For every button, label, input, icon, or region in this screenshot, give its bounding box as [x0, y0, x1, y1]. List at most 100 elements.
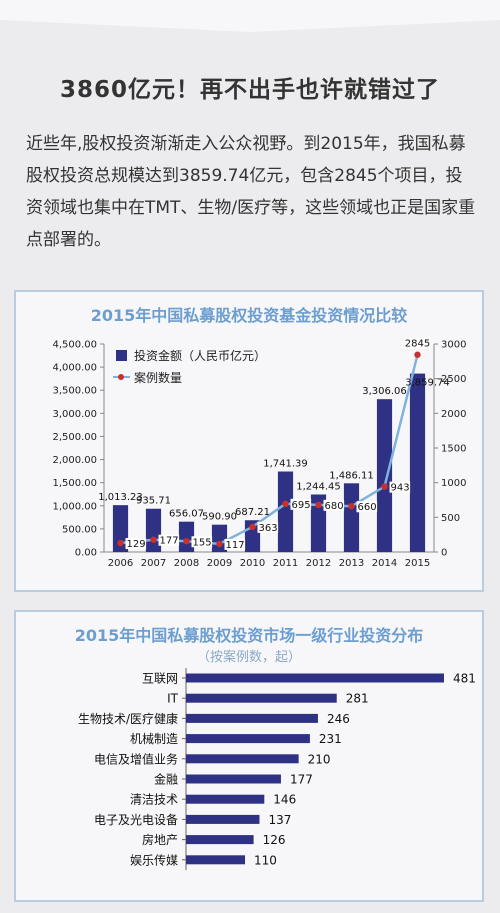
case-count-point-2006: [117, 539, 124, 547]
left-tick-label: 2,500.00: [52, 432, 97, 443]
case-count-point-2014: [381, 483, 388, 490]
industry-value-label: 137: [268, 813, 291, 827]
intro-paragraph: 近些年,股权投资渐渐走入公众视野。到2015年，我国私募股权投资总规模达到385…: [26, 128, 476, 256]
line-value-label: 117: [226, 540, 245, 551]
case-count-point-2011: [282, 500, 289, 508]
intro-text: 近些年,股权投资渐渐走入公众视野。到2015年，我国私募股权投资总规模达到385…: [26, 134, 476, 250]
legend-bar-swatch: [116, 350, 127, 361]
category-label: 电子及光电设备: [94, 813, 178, 827]
category-label: 生物技术/医疗健康: [78, 711, 178, 726]
chart2-title: 2015年中国私募股权投资市场一级行业投资分布: [74, 626, 424, 645]
bar-value-label: 1,486.11: [329, 470, 374, 481]
bar-2006: [112, 505, 129, 552]
category-label: 电信及增值业务: [94, 751, 178, 766]
line-label-bg: [389, 481, 411, 493]
legend-line-marker: [118, 374, 124, 380]
industry-value-label: 210: [308, 752, 331, 766]
line-label-bg: [191, 536, 213, 548]
bar-value-label: 590.90: [202, 512, 237, 523]
industry-bar-6: [186, 774, 281, 784]
bar-2011: [277, 471, 294, 552]
bar-value-label: 656.07: [169, 509, 204, 520]
industry-value-label: 481: [453, 672, 476, 686]
line-label-bg: [257, 521, 279, 533]
category-label: 机械制造: [130, 731, 178, 746]
line-label-bg: [224, 538, 246, 550]
right-tick-label: 2000: [441, 409, 466, 420]
left-tick-label: 3,000.00: [52, 409, 97, 420]
x-tick-label: 2015: [405, 558, 430, 569]
industry-bar-1: [186, 673, 444, 683]
chart1-title: 2015年中国私募股权投资基金投资情况比较: [90, 306, 408, 325]
industry-bar-7: [186, 794, 265, 804]
x-tick-label: 2010: [240, 558, 265, 569]
case-count-point-2013: [348, 503, 355, 510]
industry-bar-8: [186, 814, 260, 824]
industry-value-label: 146: [273, 793, 296, 807]
category-label: 娱乐传媒: [130, 852, 178, 867]
bar-2012: [310, 494, 327, 552]
industry-distribution-panel: 2015年中国私募股权投资市场一级行业投资分布 （按案例数，起） 互联网 481 I…: [14, 610, 484, 902]
industry-bar-10: [186, 855, 246, 865]
line-label-bg: [290, 498, 312, 510]
industry-value-label: 177: [290, 773, 313, 787]
left-tick-label: 4,000.00: [52, 363, 97, 374]
bar-value-label: 935.71: [136, 496, 171, 507]
line-label-bg: [125, 538, 147, 550]
bar-2009: [211, 524, 228, 552]
line-value-label: 695: [292, 500, 311, 511]
line-label-bg: [356, 501, 378, 513]
page-headline: 3860亿元！再不出手也许就错过了: [59, 77, 440, 103]
investment-comparison-panel: 2015年中国私募股权投资基金投资情况比较 0.00 500.00 1,000.00…: [14, 290, 484, 592]
left-tick-label: 500.00: [62, 524, 97, 535]
investment-comparison-chart: 0.00 500.00 1,000.00 1,500.00 2,000.00 2,500.…: [52, 337, 466, 569]
bar-2015: [409, 373, 426, 552]
line-value-label: 129: [127, 539, 146, 550]
case-count-point-2008: [183, 538, 190, 545]
right-tick-label: 1500: [441, 444, 466, 455]
industry-distribution-chart: 互联网 481 IT 281 生物技术/医疗健康 246 机械制造 231 电信及增值业务 210…: [78, 668, 476, 870]
category-label: 金融: [154, 772, 178, 787]
x-tick-label: 2013: [339, 558, 364, 569]
line-value-label: 660: [358, 502, 377, 513]
x-tick-label: 2012: [306, 558, 331, 569]
x-tick-label: 2007: [141, 558, 166, 569]
chart2-subtitle: （按案例数，起）: [196, 650, 301, 665]
industry-bar-2: [186, 693, 337, 703]
left-tick-label: 2,000.00: [52, 455, 97, 466]
line-value-label: 2845: [405, 339, 430, 350]
line-value-label: 680: [325, 501, 344, 512]
line-value-label: 155: [193, 537, 212, 548]
bar-2013: [343, 483, 360, 552]
industry-value-label: 126: [263, 833, 286, 847]
line-value-label: 177: [160, 536, 179, 547]
header-notch: [0, 0, 500, 32]
left-tick-label: 3,500.00: [52, 386, 97, 397]
right-tick-label: 500: [441, 513, 460, 524]
x-tick-label: 2009: [207, 558, 232, 569]
bar-value-label: 3,859.74: [405, 378, 450, 389]
case-count-point-2007: [150, 536, 157, 543]
bar-value-label: 1,013.23: [98, 492, 143, 503]
x-tick-label: 2011: [273, 558, 298, 569]
left-tick-label: 4,500.00: [52, 340, 97, 351]
category-label: IT: [167, 692, 179, 706]
line-label-bg: [323, 499, 345, 511]
right-tick-label: 0: [441, 548, 447, 559]
case-count-point-2012: [315, 501, 322, 509]
line-value-label: 363: [259, 523, 278, 534]
left-tick-label: 1,000.00: [52, 501, 97, 512]
bar-2014: [376, 399, 393, 552]
industry-bar-9: [186, 835, 254, 845]
case-count-point-2010: [249, 523, 256, 531]
right-tick-label: 3000: [441, 340, 466, 351]
bar-value-label: 687.21: [235, 507, 270, 518]
x-tick-label: 2006: [108, 558, 133, 569]
bar-2008: [178, 521, 195, 552]
category-label: 互联网: [142, 672, 178, 686]
bar-value-label: 1,244.45: [296, 481, 341, 492]
x-tick-label: 2014: [372, 558, 397, 569]
bar-value-label: 3,306.06: [362, 386, 407, 397]
right-tick-label: 2500: [441, 374, 466, 385]
legend-bar-label: 投资金额（人民币亿元）: [134, 348, 266, 363]
